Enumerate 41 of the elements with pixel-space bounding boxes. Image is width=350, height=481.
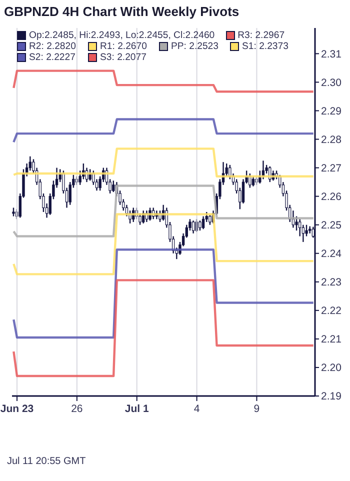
y-tick-label: 2.26	[321, 191, 342, 204]
line-series	[12, 70, 314, 93]
y-tick-label: 2.24	[321, 248, 342, 260]
y-tick-label: 2.25	[321, 220, 342, 232]
text: Jul 11 20:55 GMT	[7, 456, 86, 467]
candlestick	[88, 168, 92, 182]
y-tick-label: 2.28	[321, 134, 342, 146]
candlestick	[295, 216, 298, 232]
legend-label: S1: 2.2373	[242, 41, 288, 52]
legend-label: Op:2.2485, Hi:2.2493, Lo:2.2455, Cl:2.2460	[29, 30, 215, 41]
y-tick-label: 2.20	[321, 362, 342, 374]
legend-label: R1: 2.2670	[100, 41, 147, 52]
x-tick-label: Jun 23	[0, 403, 34, 415]
candlestick	[192, 220, 195, 234]
candlestick	[248, 172, 252, 188]
candlestick	[305, 224, 308, 237]
y-tick-label: 2.30	[321, 76, 342, 89]
y-tick-label: 2.29	[321, 105, 342, 118]
legend-label: S3: 2.2077	[100, 52, 146, 63]
y-tick-label: 2.31	[321, 48, 342, 60]
chart-title: GBPNZD 4H Chart With Weekly Pivots	[4, 4, 240, 19]
legend-label: S2: 2.2227	[29, 52, 76, 63]
line-series	[12, 184, 314, 238]
y-tick-label: 2.27	[321, 162, 342, 175]
legend-label: R3: 2.2967	[238, 30, 285, 41]
legend-label: R2: 2.2820	[29, 41, 76, 52]
y-tick-label: 2.19	[321, 390, 342, 403]
y-tick-label: 2.21	[321, 334, 342, 346]
x-tick-label: 4	[194, 403, 200, 415]
legend-label: PP: 2.2523	[171, 41, 218, 52]
candlestick	[252, 176, 255, 187]
x-tick-label: Jul 1	[124, 403, 149, 415]
candlestick	[198, 220, 202, 232]
y-tick-label: 2.23	[321, 276, 342, 289]
candlestick	[112, 180, 115, 193]
candlestick	[202, 216, 205, 230]
x-tick-label: 26	[71, 403, 83, 415]
x-tick-label: 9	[254, 403, 260, 415]
y-tick-label: 2.22	[321, 305, 342, 318]
candlestick	[208, 214, 212, 226]
line-series	[12, 279, 314, 378]
